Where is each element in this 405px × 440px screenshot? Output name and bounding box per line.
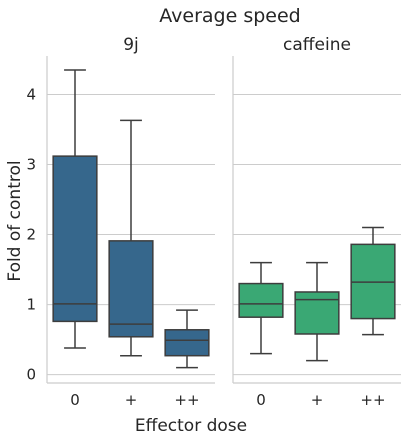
x-tick-label: + xyxy=(125,391,138,409)
panel-title: caffeine xyxy=(283,35,351,55)
x-tick-label: ++ xyxy=(360,391,385,409)
x-tick-label: 0 xyxy=(256,391,266,409)
box xyxy=(294,291,340,335)
y-tick-label: 4 xyxy=(26,86,36,104)
y-tick-label: 2 xyxy=(26,226,36,244)
x-axis-label: Effector dose xyxy=(135,416,247,436)
x-tick-label: ++ xyxy=(174,391,199,409)
x-tick-label: + xyxy=(311,391,324,409)
chart-title: Average speed xyxy=(159,5,300,27)
x-tick-label: 0 xyxy=(70,391,80,409)
box xyxy=(108,240,154,338)
box xyxy=(164,329,210,357)
y-tick-label: 1 xyxy=(26,296,36,314)
panel-title: 9j xyxy=(123,35,139,55)
y-axis-label: Fold of control xyxy=(5,160,25,281)
y-tick-label: 3 xyxy=(26,156,36,174)
y-tick-label: 0 xyxy=(26,366,36,384)
box xyxy=(238,282,284,318)
box xyxy=(52,155,98,323)
